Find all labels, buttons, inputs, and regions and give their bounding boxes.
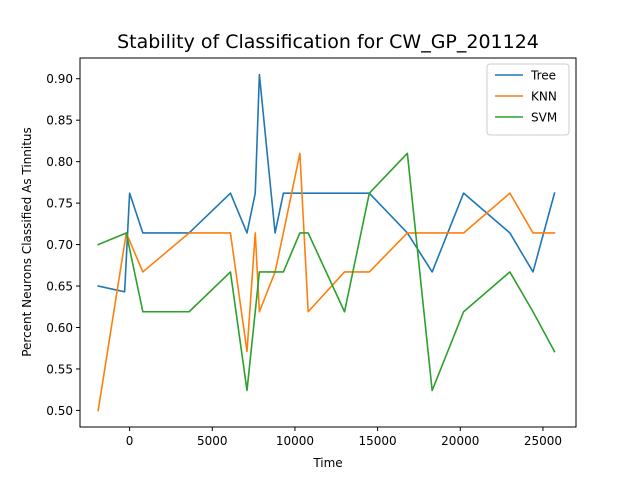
chart-title: Stability of Classification for CW_GP_20… xyxy=(117,31,539,53)
x-tick-label: 20000 xyxy=(441,434,479,448)
x-axis-label: Time xyxy=(312,456,342,470)
series-line-tree xyxy=(97,73,556,293)
y-tick-label: 0.60 xyxy=(46,321,73,335)
x-tick-label: 0 xyxy=(126,434,134,448)
series-line-svm xyxy=(97,152,556,392)
y-tick-label: 0.85 xyxy=(46,114,73,128)
plot-frame xyxy=(79,57,577,428)
series-layer xyxy=(97,73,556,412)
x-axis: 0 5000 10000 15000 20000 25000 xyxy=(126,427,562,448)
legend-label-knn: KNN xyxy=(531,90,557,104)
series-line-knn xyxy=(97,152,556,412)
y-axis: 0.50 0.55 0.60 0.65 0.70 0.75 0.80 0.85 0.90 xyxy=(46,72,80,418)
y-tick-label: 0.90 xyxy=(46,72,73,86)
x-tick-label: 10000 xyxy=(276,434,314,448)
legend: Tree KNN SVM xyxy=(486,63,570,136)
y-tick-label: 0.50 xyxy=(46,404,73,418)
y-axis-label: Percent Neurons Classified As Tinnitus xyxy=(20,127,34,357)
legend-label-tree: Tree xyxy=(530,69,556,83)
y-tick-label: 0.70 xyxy=(46,238,73,252)
y-tick-label: 0.75 xyxy=(46,197,73,211)
y-tick-label: 0.65 xyxy=(46,280,73,294)
x-tick-label: 25000 xyxy=(524,434,562,448)
x-tick-label: 5000 xyxy=(197,434,228,448)
legend-label-svm: SVM xyxy=(531,111,557,125)
y-tick-label: 0.80 xyxy=(46,155,73,169)
y-tick-label: 0.55 xyxy=(46,362,73,376)
x-tick-label: 15000 xyxy=(359,434,397,448)
